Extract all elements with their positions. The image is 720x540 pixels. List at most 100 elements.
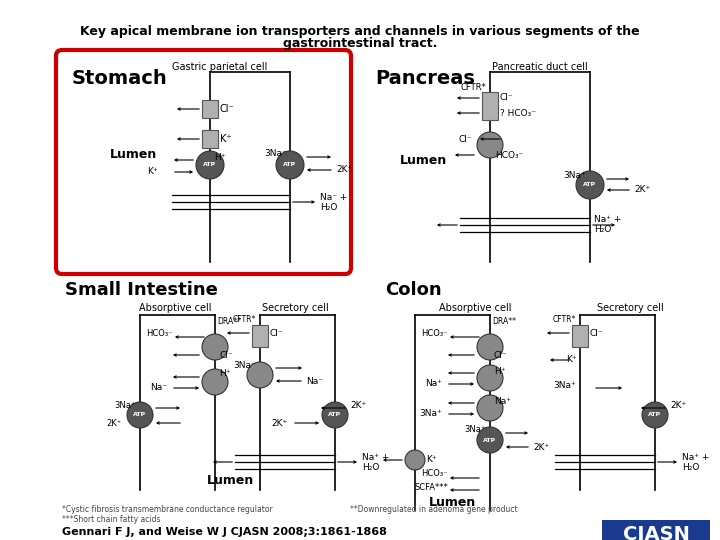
Text: Colon: Colon xyxy=(385,281,441,299)
Text: SCFA***: SCFA*** xyxy=(414,483,448,491)
Bar xyxy=(572,325,588,347)
Text: ATP: ATP xyxy=(133,413,147,417)
Text: Na⁺ +: Na⁺ + xyxy=(682,454,709,462)
Text: Cl⁻: Cl⁻ xyxy=(459,134,472,144)
Text: 3Na⁻: 3Na⁻ xyxy=(233,361,256,369)
Circle shape xyxy=(405,450,425,470)
Text: Lumen: Lumen xyxy=(110,148,157,161)
Text: Na⁻: Na⁻ xyxy=(150,383,167,393)
Circle shape xyxy=(576,171,604,199)
Text: Cl⁻: Cl⁻ xyxy=(590,328,603,338)
Text: K⁺: K⁺ xyxy=(567,355,577,364)
Circle shape xyxy=(322,402,348,428)
Text: K⁺: K⁺ xyxy=(220,134,232,144)
Circle shape xyxy=(202,334,228,360)
Text: gastrointestinal tract.: gastrointestinal tract. xyxy=(283,37,437,51)
Text: ATP: ATP xyxy=(284,163,297,167)
Text: DRA**: DRA** xyxy=(217,318,241,327)
Text: Na⁺: Na⁺ xyxy=(494,396,511,406)
Text: **Downregulated in adenoma gene product: **Downregulated in adenoma gene product xyxy=(350,505,518,515)
Text: 2K⁺: 2K⁺ xyxy=(336,165,352,174)
Text: Stomach: Stomach xyxy=(72,69,168,87)
Text: 2K⁺: 2K⁺ xyxy=(533,442,549,451)
Text: 3Na⁺: 3Na⁺ xyxy=(419,409,442,418)
Text: Cl⁻: Cl⁻ xyxy=(270,328,284,338)
Text: Key apical membrane ion transporters and channels in various segments of the: Key apical membrane ion transporters and… xyxy=(80,25,640,38)
Text: DRA**: DRA** xyxy=(492,318,516,327)
Text: 3Na⁺: 3Na⁺ xyxy=(114,402,136,410)
Circle shape xyxy=(477,334,503,360)
Text: Absorptive cell: Absorptive cell xyxy=(139,303,211,313)
Text: H₂O: H₂O xyxy=(594,225,611,233)
Text: Na⁺: Na⁺ xyxy=(425,380,442,388)
Text: CJASN: CJASN xyxy=(623,525,690,540)
Circle shape xyxy=(202,369,228,395)
Circle shape xyxy=(247,362,273,388)
Text: Gastric parietal cell: Gastric parietal cell xyxy=(172,62,268,72)
Text: CFTR*: CFTR* xyxy=(233,314,256,323)
Text: Cl⁻: Cl⁻ xyxy=(500,93,513,103)
Text: K⁺: K⁺ xyxy=(426,456,436,464)
Text: 2K⁺: 2K⁺ xyxy=(350,402,366,410)
Text: HCO₃⁻: HCO₃⁻ xyxy=(421,469,448,478)
Text: 2K⁺: 2K⁺ xyxy=(634,186,650,194)
Text: 2K⁺: 2K⁺ xyxy=(271,418,288,428)
Circle shape xyxy=(477,395,503,421)
Circle shape xyxy=(196,151,224,179)
Text: ATP: ATP xyxy=(583,183,597,187)
FancyBboxPatch shape xyxy=(56,50,351,274)
Text: Lumen: Lumen xyxy=(428,496,476,509)
Text: CFTR*: CFTR* xyxy=(460,84,486,92)
Text: H⁺: H⁺ xyxy=(219,369,230,379)
Text: H⁺: H⁺ xyxy=(214,152,225,161)
Text: Na⁺ +: Na⁺ + xyxy=(594,215,621,225)
Circle shape xyxy=(642,402,668,428)
Circle shape xyxy=(477,132,503,158)
Text: H⁺: H⁺ xyxy=(494,367,505,375)
Bar xyxy=(482,92,498,120)
Bar xyxy=(202,100,218,118)
Text: Na⁻ +: Na⁻ + xyxy=(320,193,347,202)
Text: ? HCO₃⁻: ? HCO₃⁻ xyxy=(500,109,536,118)
Text: Absorptive cell: Absorptive cell xyxy=(438,303,511,313)
Circle shape xyxy=(477,427,503,453)
Text: Small Intestine: Small Intestine xyxy=(65,281,218,299)
Text: HCO₃⁻: HCO₃⁻ xyxy=(421,328,448,338)
Text: Na⁻: Na⁻ xyxy=(306,376,323,386)
Text: Secretory cell: Secretory cell xyxy=(261,303,328,313)
Text: H₂O: H₂O xyxy=(362,462,379,471)
Text: 2K⁺: 2K⁺ xyxy=(107,418,122,428)
Text: CFTR*: CFTR* xyxy=(553,314,576,323)
Text: Cl⁻: Cl⁻ xyxy=(220,104,235,114)
Text: ATP: ATP xyxy=(204,163,217,167)
Text: 3Na⁻: 3Na⁻ xyxy=(264,148,287,158)
Text: Cl⁻: Cl⁻ xyxy=(219,350,233,360)
Bar xyxy=(202,130,218,148)
Text: 3Na⁺: 3Na⁺ xyxy=(464,426,486,435)
Text: ATP: ATP xyxy=(328,413,341,417)
Circle shape xyxy=(276,151,304,179)
Text: H₂O: H₂O xyxy=(320,202,338,212)
Text: 2K⁺: 2K⁺ xyxy=(670,402,686,410)
Text: K⁺: K⁺ xyxy=(148,167,158,177)
Text: Secretory cell: Secretory cell xyxy=(597,303,663,313)
Text: Lumen: Lumen xyxy=(207,474,253,487)
Text: *Cystic fibrosis transmembrane conductance regulator: *Cystic fibrosis transmembrane conductan… xyxy=(62,505,273,515)
Text: Cl⁻: Cl⁻ xyxy=(494,350,508,360)
Text: H₂O: H₂O xyxy=(682,462,699,471)
Circle shape xyxy=(127,402,153,428)
Text: 3Na⁺: 3Na⁺ xyxy=(553,381,576,389)
Text: Pancreatic duct cell: Pancreatic duct cell xyxy=(492,62,588,72)
Text: ATP: ATP xyxy=(483,437,497,442)
Text: ATP: ATP xyxy=(649,413,662,417)
Text: HCO₃⁻: HCO₃⁻ xyxy=(146,328,173,338)
Text: Na⁺ +: Na⁺ + xyxy=(362,454,390,462)
Text: Gennari F J, and Weise W J CJASN 2008;3:1861-1868: Gennari F J, and Weise W J CJASN 2008;3:… xyxy=(62,527,387,537)
Bar xyxy=(602,520,710,540)
Text: Lumen: Lumen xyxy=(400,153,447,166)
Text: 3Na⁺: 3Na⁺ xyxy=(563,172,586,180)
Circle shape xyxy=(477,365,503,391)
Text: Pancreas: Pancreas xyxy=(375,69,475,87)
Bar xyxy=(252,325,268,347)
Text: HCO₃⁻: HCO₃⁻ xyxy=(495,151,523,159)
